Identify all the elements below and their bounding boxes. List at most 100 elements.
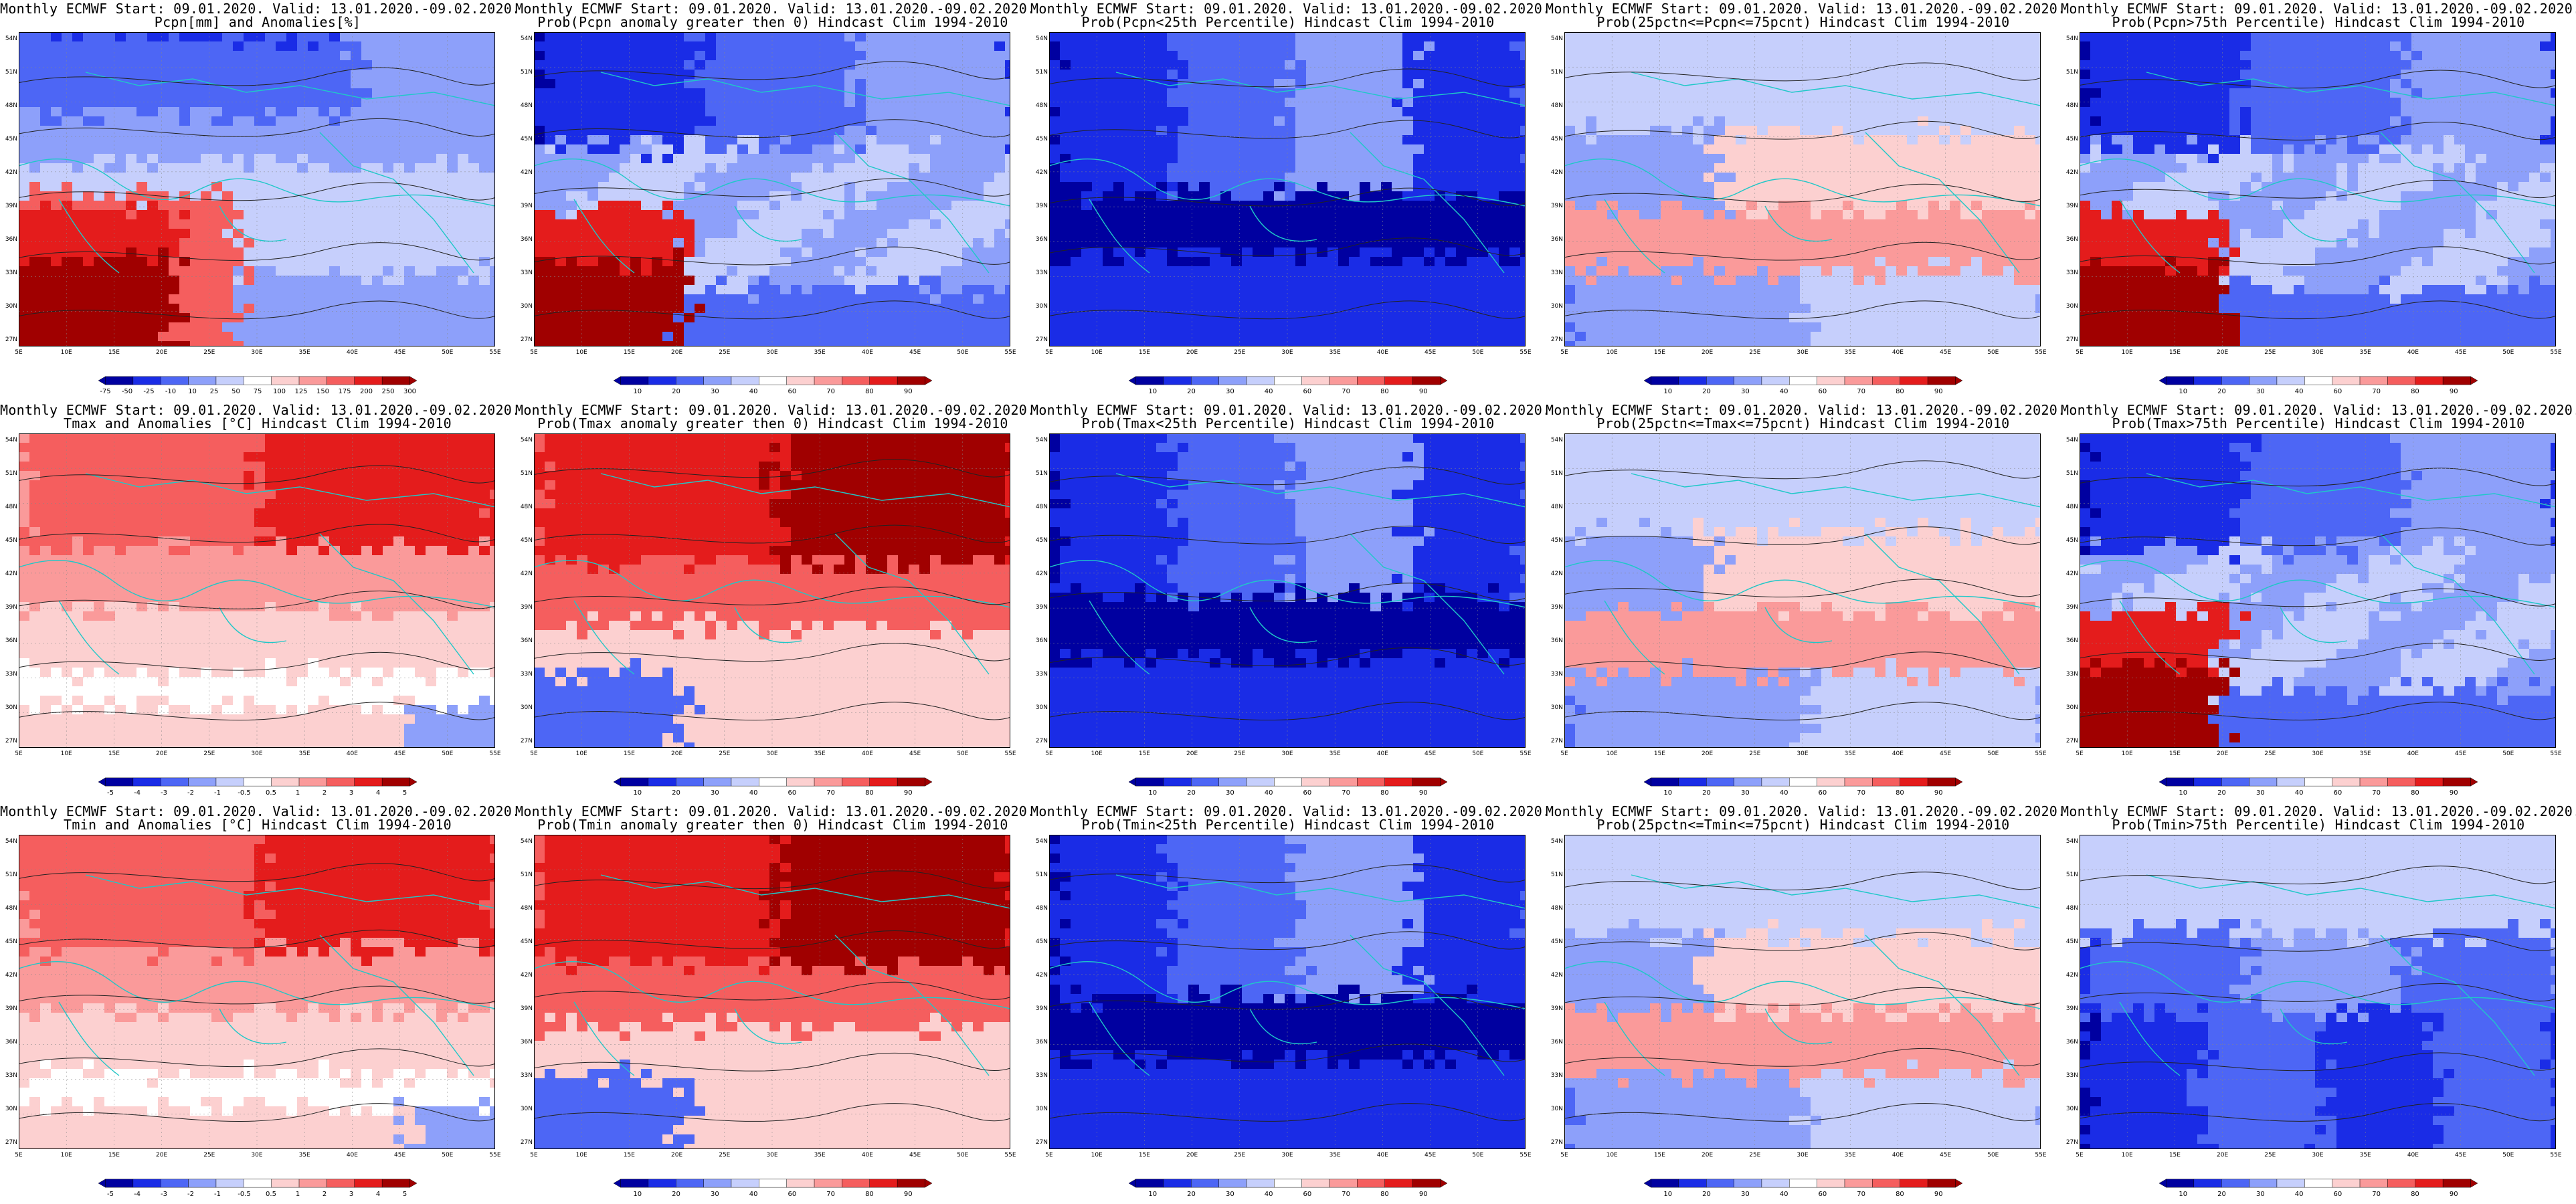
colorbar-segment [2249,777,2278,787]
colorbar-tick-label: 40 [749,388,758,395]
lon-tick-label: 5E [1039,750,1059,757]
colorbar-segment [1789,1179,1817,1188]
lat-tick-label: 33N [517,270,533,276]
colorbar-tick-label: 150 [316,388,329,395]
colorbar-tick-label: 20 [672,1191,680,1198]
contour-line [2080,932,2556,952]
lon-tick-label: 55E [485,1152,505,1159]
panel-title-line2: Tmax and Anomalies [°C] Hindcast Clim 19… [0,416,515,431]
contour-line [2080,1102,2556,1122]
colorbar-tick-label: 40 [1780,789,1788,797]
lat-tick-label: 33N [1,1072,17,1079]
colorbar-tick-label: 70 [826,789,835,797]
lon-tick-label: 40E [2403,750,2423,757]
map-frame [1564,32,2041,346]
lat-tick-label: 45N [1,537,17,544]
lon-tick-label: 55E [2546,1152,2566,1159]
colorbar-segment [1191,777,1219,787]
map-field-tmin-prob-gt75 [2080,835,2556,1149]
colorbar-segment [298,777,327,787]
lon-tick-label: 15E [1134,750,1154,757]
colorbar-tick-label: 70 [2372,388,2381,395]
lat-tick-label: 30N [1,1106,17,1112]
lat-tick-label: 30N [1032,1106,1048,1112]
lat-tick-label: 36N [1547,1039,1563,1045]
colorbar-segment [1412,376,1441,385]
colorbar-segment [703,376,732,385]
lat-tick-label: 39N [1,604,17,611]
colorbar-segment [298,376,327,385]
lon-tick-label: 30E [762,1152,782,1159]
colorbar-segment [703,1179,732,1188]
colorbar-tick-label: 60 [788,388,797,395]
contour-line [2080,588,2556,607]
lat-tick-label: 27N [1,738,17,744]
contour-line [1564,1047,2041,1067]
colorbar-segment [381,376,410,385]
coastline-overlay [19,874,495,1076]
lon-tick-label: 25E [199,1152,219,1159]
colorbar-segment [271,777,300,787]
lon-tick-label: 25E [1230,349,1250,356]
colorbar-tick-label: 10 [1663,1191,1672,1198]
lat-tick-label: 30N [517,303,533,310]
colorbar-tick-label: 10 [633,789,642,797]
panel-title-line1: Monthly ECMWF Start: 09.01.2020. Valid: … [0,804,520,819]
coastline-overlay [1049,473,1526,675]
lon-tick-label: 55E [1000,349,1020,356]
map-frame [534,32,1010,346]
lon-tick-label: 50E [953,349,973,356]
colorbar-tick-label: -25 [143,388,154,395]
lat-tick-label: 54N [1032,838,1048,845]
map-field-pcpn-prob-mid [1564,32,2041,346]
lon-tick-label: 55E [2546,349,2566,356]
lon-tick-label: 45E [1420,750,1441,757]
lat-tick-label: 36N [2062,1039,2078,1045]
lat-tick-label: 51N [1,470,17,477]
colorbar-segment [1900,1179,1928,1188]
lat-tick-label: 39N [2062,604,2078,611]
contour-line [2080,1052,2556,1072]
lat-tick-label: 39N [1547,1005,1563,1012]
colorbar-segment [814,376,842,385]
contour-line [19,702,495,721]
lon-tick-label: 30E [1792,750,1813,757]
colorbar-tick-label: 20 [1702,388,1711,395]
lon-tick-label: 15E [104,1152,124,1159]
colorbar-segment [731,777,759,787]
colorbar-tick-label: 70 [1857,789,1865,797]
lon-tick-label: 5E [1039,349,1059,356]
lon-tick-label: 15E [1134,1152,1154,1159]
colorbar-segment [132,1179,161,1188]
colorbar-segment [2387,376,2415,385]
colorbar-tick-label: 60 [2334,388,2342,395]
colorbar-tick-label: 90 [904,388,913,395]
panel-title-line2: Prob(Pcpn anomaly greater then 0) Hindca… [515,15,1030,29]
colorbar-segment [1844,1179,1873,1188]
lat-tick-label: 33N [2062,671,2078,678]
colorbar-segment [2221,1179,2249,1188]
map-frame [19,835,495,1149]
lat-tick-label: 48N [1032,102,1048,109]
colorbar-segment [1246,376,1275,385]
colorbar-tick-label: 2 [323,1191,327,1198]
lon-tick-label: 35E [294,1152,314,1159]
lat-tick-label: 51N [2062,470,2078,477]
colorbar-segment [354,777,383,787]
lat-tick-label: 45N [1547,136,1563,142]
lat-tick-label: 30N [1547,1106,1563,1112]
colorbar-tick-label: 60 [1303,789,1312,797]
lat-tick-label: 48N [1547,102,1563,109]
contour-line [19,300,495,320]
lon-tick-label: 35E [1325,1152,1345,1159]
lat-tick-label: 27N [517,738,533,744]
colorbar-segment [1135,376,1164,385]
colorbar-segment [648,777,676,787]
contour-line [1564,932,2041,951]
colorbar-segment [1301,777,1330,787]
contour-line [534,459,1010,478]
lat-tick-label: 27N [1,336,17,343]
lat-tick-label: 42N [1032,972,1048,979]
contour-line [1049,466,1526,486]
